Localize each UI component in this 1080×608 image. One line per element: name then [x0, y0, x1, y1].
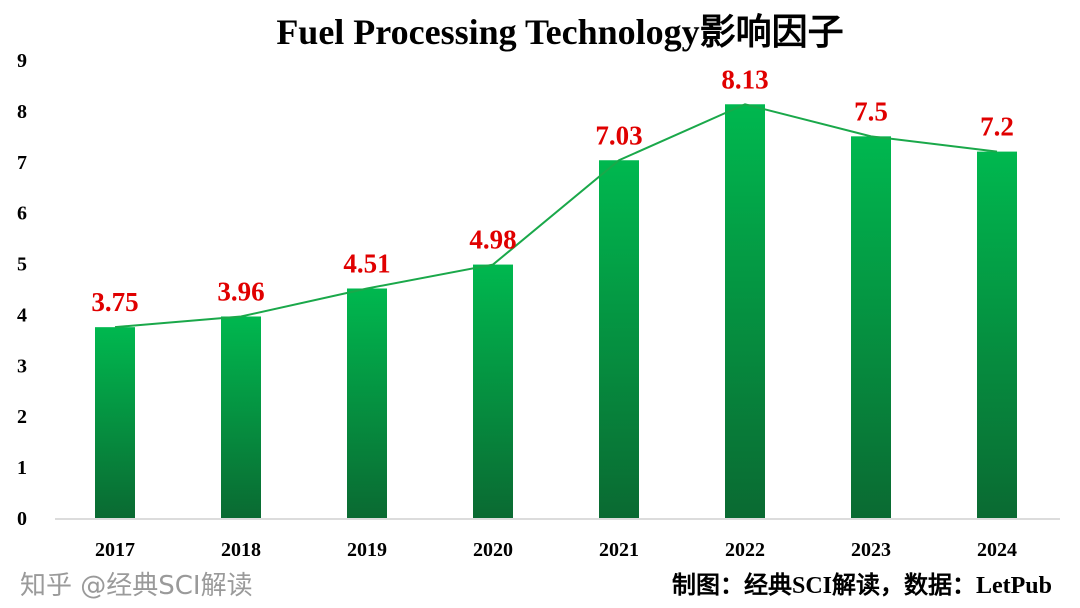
x-tick-label: 2021: [599, 539, 639, 561]
data-label: 4.51: [343, 248, 390, 278]
bar-2017: [95, 327, 135, 518]
trend-line: [114, 103, 998, 329]
x-tick-label: 2017: [95, 539, 135, 561]
chart-title: Fuel Processing Technology影响因子: [276, 12, 843, 52]
bar-2024: [977, 151, 1017, 518]
x-tick-label: 2020: [473, 539, 513, 561]
y-tick-label: 0: [17, 508, 27, 530]
y-tick-label: 5: [17, 254, 27, 276]
y-tick-label: 2: [17, 406, 27, 428]
data-label: 3.96: [217, 276, 264, 306]
bar-2023: [851, 136, 891, 519]
x-tick-label: 2022: [725, 539, 765, 561]
data-label: 8.13: [721, 64, 768, 94]
bar-2019: [347, 288, 387, 518]
x-tick-label: 2024: [977, 539, 1017, 561]
data-label: 7.2: [980, 112, 1014, 142]
data-label: 7.5: [854, 96, 888, 126]
data-label: 3.75: [91, 287, 138, 317]
data-label: 4.98: [469, 225, 516, 255]
y-tick-label: 1: [17, 457, 27, 479]
credit-text: 制图：经典SCI解读，数据：LetPub: [672, 571, 1052, 599]
bar-2018: [221, 316, 261, 518]
bar-2020: [473, 264, 513, 518]
y-tick-label: 7: [17, 152, 27, 174]
y-tick-label: 4: [17, 304, 27, 326]
x-tick-label: 2019: [347, 539, 387, 561]
y-tick-label: 9: [17, 50, 27, 72]
bar-2022: [725, 104, 765, 519]
y-tick-label: 3: [17, 355, 27, 377]
y-tick-label: 8: [17, 101, 27, 123]
data-label: 7.03: [595, 120, 642, 150]
x-tick-label: 2023: [851, 539, 891, 561]
y-tick-label: 6: [17, 203, 27, 225]
bar-2021: [599, 160, 639, 519]
x-tick-label: 2018: [221, 539, 261, 561]
watermark: 知乎 @经典SCI解读: [20, 571, 253, 601]
